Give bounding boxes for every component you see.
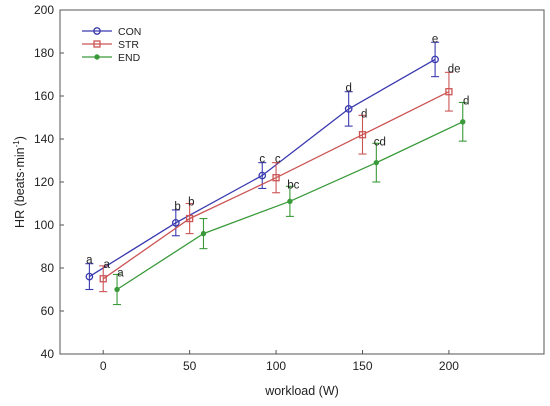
legend-label: END xyxy=(118,52,141,64)
significance-label: b xyxy=(174,201,180,213)
significance-label: bc xyxy=(287,179,299,191)
str-point xyxy=(272,174,280,182)
con-point xyxy=(344,105,353,113)
end-point xyxy=(373,159,380,166)
legend-con-point xyxy=(93,27,101,35)
y-tick-label: 180 xyxy=(34,46,54,60)
x-tick-label: 50 xyxy=(183,359,197,373)
y-axis-title: HR (beats·min-1) xyxy=(12,136,27,228)
significance-label: c xyxy=(259,154,265,166)
y-tick-label: 160 xyxy=(34,89,54,103)
str-point xyxy=(185,214,194,223)
y-tick-label: 200 xyxy=(34,3,54,17)
significance-label: a xyxy=(117,268,124,280)
significance-label: a xyxy=(86,255,93,267)
end-point xyxy=(460,119,466,125)
series-str xyxy=(99,71,453,293)
str-point xyxy=(99,275,107,283)
x-tick-label: 100 xyxy=(266,359,286,373)
y-axis-title-close: ) xyxy=(13,136,27,140)
significance-label: de xyxy=(448,63,461,75)
con-point xyxy=(258,171,267,180)
significance-label: d xyxy=(463,96,469,108)
y-tick-label: 80 xyxy=(41,261,55,275)
end-point xyxy=(200,230,207,237)
legend-item-end: END xyxy=(82,52,141,64)
significance-label: cd xyxy=(374,136,386,148)
y-axis-title-superscript: -1 xyxy=(12,140,21,148)
end-point xyxy=(114,286,120,293)
x-axis: 0 50 100 150 200 xyxy=(100,350,459,373)
legend-label: CON xyxy=(118,26,141,38)
y-axis-title-main: HR (beats·min xyxy=(13,147,27,228)
legend-str-point xyxy=(93,40,101,48)
con-point xyxy=(85,272,94,281)
significance-label: d xyxy=(361,109,367,121)
significance-label: e xyxy=(432,33,438,45)
x-axis-title: workload (W) xyxy=(264,384,339,398)
x-tick-label: 0 xyxy=(100,359,107,373)
y-tick-label: 40 xyxy=(41,347,55,361)
con-point xyxy=(431,55,439,64)
end-point xyxy=(287,198,293,205)
y-tick-label: 120 xyxy=(34,175,54,189)
y-tick-label: 100 xyxy=(34,218,54,232)
series-con xyxy=(85,41,440,291)
significance-label: b xyxy=(188,197,194,209)
significance-label: c xyxy=(275,154,281,166)
legend-label: STR xyxy=(118,39,139,51)
legend-end-point xyxy=(94,54,100,60)
str-point xyxy=(358,131,367,139)
x-tick-label: 200 xyxy=(439,359,459,373)
legend-item-con: CON xyxy=(82,26,141,38)
legend-item-str: STR xyxy=(82,39,139,51)
con-point xyxy=(171,219,180,227)
y-axis: 40 60 80 100 120 140 160 180 200 xyxy=(34,3,64,361)
str-point xyxy=(445,88,453,96)
x-tick-label: 150 xyxy=(352,359,372,373)
significance-label: d xyxy=(345,83,351,95)
significance-label: a xyxy=(103,259,110,271)
y-tick-label: 140 xyxy=(34,132,54,146)
series-layer xyxy=(85,41,467,306)
y-tick-label: 60 xyxy=(41,304,55,318)
series-end xyxy=(113,101,467,306)
